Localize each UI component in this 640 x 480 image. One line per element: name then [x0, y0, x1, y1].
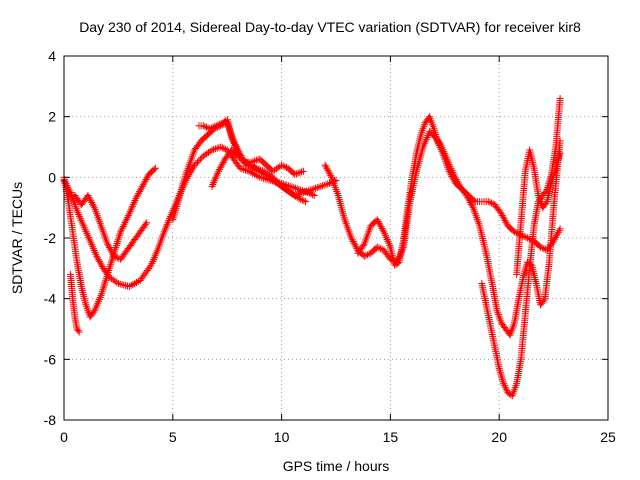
y-tick-label: -4: [44, 291, 57, 307]
series-trace-d: [71, 192, 151, 263]
y-tick-label: -2: [44, 230, 57, 246]
series-trace-g: [208, 146, 309, 206]
chart-title: Day 230 of 2014, Sidereal Day-to-day VTE…: [79, 19, 581, 35]
data-point-markers: [513, 146, 564, 278]
series-trace-i: [354, 113, 442, 269]
x-tick-label: 20: [491, 429, 507, 445]
y-tick-label: 0: [48, 169, 56, 185]
data-point-markers: [67, 270, 83, 336]
series-trace-c: [67, 270, 83, 336]
x-tick-label: 10: [274, 429, 290, 445]
series-trace-j: [430, 131, 564, 339]
data-point-markers: [430, 131, 564, 339]
y-tick-label: 4: [48, 48, 56, 64]
x-tick-label: 5: [169, 429, 177, 445]
x-axis-label: GPS time / hours: [283, 458, 390, 474]
x-tick-label: 15: [383, 429, 399, 445]
data-point-markers: [71, 192, 151, 263]
y-tick-label: -8: [44, 412, 57, 428]
y-tick-label: 2: [48, 109, 56, 125]
x-tick-label: 25: [600, 429, 616, 445]
series-trace-l: [513, 146, 564, 278]
x-tick-label: 0: [60, 429, 68, 445]
y-tick-label: -6: [44, 351, 57, 367]
data-points: [60, 95, 564, 400]
data-point-markers: [354, 113, 442, 269]
data-point-markers: [208, 146, 309, 206]
y-axis-label: SDTVAR / TECUs: [9, 182, 25, 294]
axis-ticks: 0 5 10 15 20 25 -8 -6 -4 -2 0 2 4: [44, 48, 616, 445]
